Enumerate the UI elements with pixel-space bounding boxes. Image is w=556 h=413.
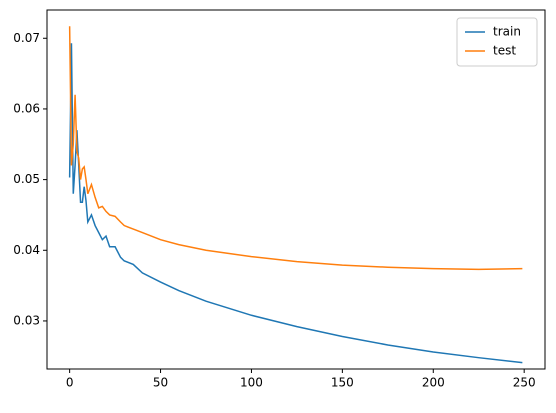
line-series [68, 43, 523, 364]
legend-box [456, 17, 538, 67]
line-series [68, 26, 523, 271]
x-tick-label: 50 [153, 376, 168, 390]
x-tick-label: 150 [331, 376, 354, 390]
x-tick-label: 250 [513, 376, 536, 390]
x-tick-label: 200 [422, 376, 445, 390]
y-tick-label: 0.05 [13, 172, 40, 186]
legend: train test [456, 17, 538, 67]
axes-frame [46, 9, 546, 370]
y-tick-label: 0.03 [13, 313, 40, 327]
legend-label: test [493, 44, 516, 58]
x-tick-label: 0 [66, 376, 74, 390]
y-tick-label: 0.07 [13, 31, 40, 45]
y-tick-label: 0.06 [13, 101, 40, 115]
y-tick-label: 0.04 [13, 243, 40, 257]
x-tick-label: 100 [240, 376, 263, 390]
legend-label: train [493, 25, 521, 39]
